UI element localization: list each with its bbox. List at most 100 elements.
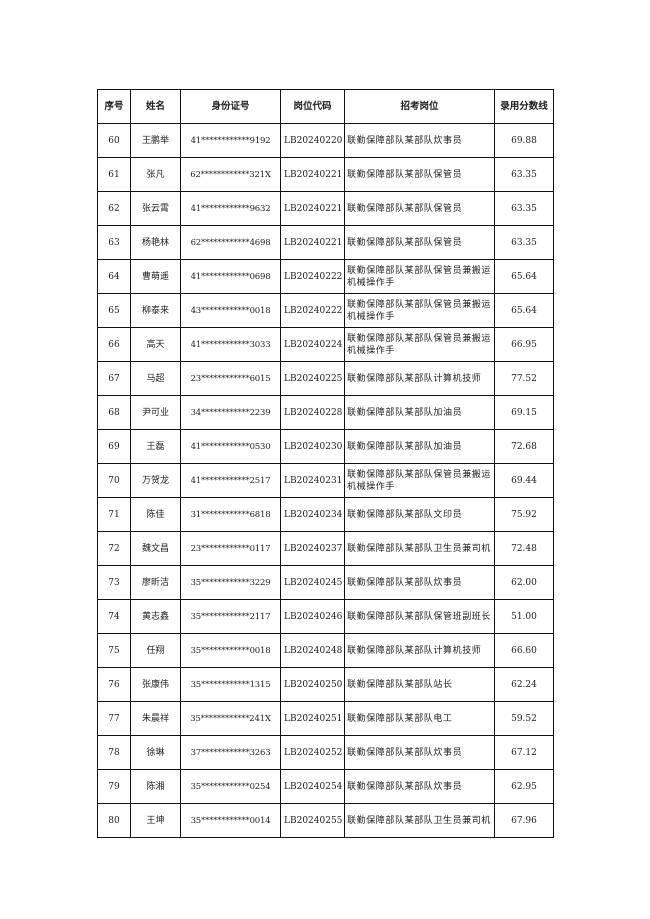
name-cell: 廖昕洁 (130, 565, 181, 600)
header-id-number: 身份证号 (180, 89, 281, 124)
score-cell: 75.92 (494, 497, 554, 532)
table-row: 70 万贺龙 41************2517 LB20240231 联勤保障部队某… (97, 463, 554, 498)
position-code-cell: LB20240234 (280, 497, 345, 532)
index-cell: 75 (97, 633, 131, 668)
position-code-cell: LB20240222 (280, 293, 345, 328)
id-number-cell: 35************241X (180, 701, 281, 736)
id-number-cell: 41************9632 (180, 191, 281, 226)
score-cell: 69.44 (494, 463, 554, 498)
position-code-cell: LB20240254 (280, 769, 345, 804)
id-number-cell: 41************2517 (180, 463, 281, 498)
position-code-cell: LB20240245 (280, 565, 345, 600)
name-cell: 马超 (130, 361, 181, 396)
position-cell: 联勤保障部队某部队保管员兼搬运机械操作手 (344, 463, 495, 498)
score-cell: 77.52 (494, 361, 554, 396)
index-cell: 73 (97, 565, 131, 600)
index-cell: 67 (97, 361, 131, 396)
score-cell: 72.48 (494, 531, 554, 566)
table-row: 79 陈湘 35************0254 LB20240254 联勤保障部队某部… (97, 769, 554, 804)
index-cell: 80 (97, 803, 131, 838)
position-cell: 联勤保障部队某部队计算机技师 (344, 361, 495, 396)
position-code-cell: LB20240224 (280, 327, 345, 362)
score-cell: 51.00 (494, 599, 554, 634)
id-number-cell: 23************6015 (180, 361, 281, 396)
score-cell: 67.96 (494, 803, 554, 838)
position-cell: 联勤保障部队某部队保管员兼搬运机械操作手 (344, 327, 495, 362)
name-cell: 陈佳 (130, 497, 181, 532)
score-cell: 65.64 (494, 293, 554, 328)
header-position-code: 岗位代码 (280, 89, 345, 124)
name-cell: 张康伟 (130, 667, 181, 702)
score-cell: 69.88 (494, 123, 554, 158)
table-row: 64 曹萌遥 41************0698 LB20240222 联勤保障部队某… (97, 259, 554, 294)
score-cell: 67.12 (494, 735, 554, 770)
position-cell: 联勤保障部队某部队炊事员 (344, 769, 495, 804)
name-cell: 王磊 (130, 429, 181, 464)
score-cell: 66.60 (494, 633, 554, 668)
index-cell: 68 (97, 395, 131, 430)
id-number-cell: 41************3033 (180, 327, 281, 362)
id-number-cell: 62************321X (180, 157, 281, 192)
name-cell: 徐琳 (130, 735, 181, 770)
position-cell: 联勤保障部队某部队保管员 (344, 157, 495, 192)
index-cell: 62 (97, 191, 131, 226)
position-code-cell: LB20240228 (280, 395, 345, 430)
position-code-cell: LB20240221 (280, 225, 345, 260)
table-row: 69 王磊 41************0530 LB20240230 联勤保障部队某部… (97, 429, 554, 464)
index-cell: 77 (97, 701, 131, 736)
score-cell: 59.52 (494, 701, 554, 736)
position-cell: 联勤保障部队某部队加油员 (344, 395, 495, 430)
name-cell: 万贺龙 (130, 463, 181, 498)
index-cell: 60 (97, 123, 131, 158)
position-cell: 联勤保障部队某部队保管员 (344, 191, 495, 226)
index-cell: 72 (97, 531, 131, 566)
position-cell: 联勤保障部队某部队站长 (344, 667, 495, 702)
position-cell: 联勤保障部队某部队保管班副班长 (344, 599, 495, 634)
position-cell: 联勤保障部队某部队炊事员 (344, 565, 495, 600)
name-cell: 朱晨祥 (130, 701, 181, 736)
name-cell: 曹萌遥 (130, 259, 181, 294)
position-cell: 联勤保障部队某部队文印员 (344, 497, 495, 532)
header-row: 序号 姓名 身份证号 岗位代码 招考岗位 录用分数线 (97, 89, 554, 124)
position-cell: 联勤保障部队某部队卫生员兼司机 (344, 803, 495, 838)
score-cell: 65.64 (494, 259, 554, 294)
position-cell: 联勤保障部队某部队保管员兼搬运机械操作手 (344, 293, 495, 328)
table-row: 63 杨艳林 62************4698 LB20240221 联勤保障部队某… (97, 225, 554, 260)
table-row: 66 高天 41************3033 LB20240224 联勤保障部队某部… (97, 327, 554, 362)
position-cell: 联勤保障部队某部队卫生员兼司机 (344, 531, 495, 566)
score-cell: 63.35 (494, 157, 554, 192)
position-cell: 联勤保障部队某部队加油员 (344, 429, 495, 464)
position-code-cell: LB20240220 (280, 123, 345, 158)
id-number-cell: 35************3229 (180, 565, 281, 600)
name-cell: 杨艳林 (130, 225, 181, 260)
table-row: 61 张凡 62************321X LB20240221 联勤保障部队某部… (97, 157, 554, 192)
name-cell: 尹可业 (130, 395, 181, 430)
index-cell: 76 (97, 667, 131, 702)
table-row: 67 马超 23************6015 LB20240225 联勤保障部队某部… (97, 361, 554, 396)
id-number-cell: 35************1315 (180, 667, 281, 702)
name-cell: 任翔 (130, 633, 181, 668)
name-cell: 陈湘 (130, 769, 181, 804)
id-number-cell: 41************0530 (180, 429, 281, 464)
table-row: 71 陈佳 31************6818 LB20240234 联勤保障部队某部… (97, 497, 554, 532)
table-row: 72 魏文昌 23************0117 LB20240237 联勤保障部队某… (97, 531, 554, 566)
table-row: 73 廖昕洁 35************3229 LB20240245 联勤保障部队某… (97, 565, 554, 600)
table-row: 60 王鹏举 41************9192 LB20240220 联勤保障部队某… (97, 123, 554, 158)
position-code-cell: LB20240250 (280, 667, 345, 702)
index-cell: 64 (97, 259, 131, 294)
position-cell: 联勤保障部队某部队电工 (344, 701, 495, 736)
id-number-cell: 34************2239 (180, 395, 281, 430)
id-number-cell: 35************0254 (180, 769, 281, 804)
index-cell: 70 (97, 463, 131, 498)
position-code-cell: LB20240221 (280, 191, 345, 226)
score-cell: 62.00 (494, 565, 554, 600)
position-code-cell: LB20240248 (280, 633, 345, 668)
name-cell: 黄志鑫 (130, 599, 181, 634)
table-row: 65 柳泰来 43************0018 LB20240222 联勤保障部队某… (97, 293, 554, 328)
index-cell: 66 (97, 327, 131, 362)
admission-score-table: 序号 姓名 身份证号 岗位代码 招考岗位 录用分数线 60 王鹏举 41******… (97, 89, 554, 838)
position-code-cell: LB20240237 (280, 531, 345, 566)
name-cell: 王鹏举 (130, 123, 181, 158)
index-cell: 69 (97, 429, 131, 464)
index-cell: 65 (97, 293, 131, 328)
